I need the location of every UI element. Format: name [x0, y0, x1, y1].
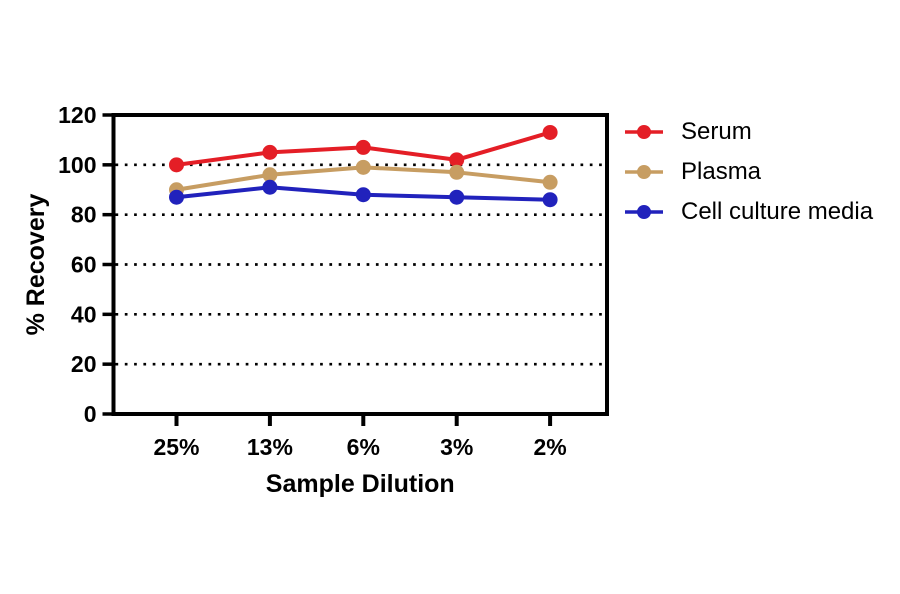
y-tick-label: 40: [71, 301, 97, 327]
data-point-plasma: [355, 159, 371, 175]
y-tick-label: 20: [71, 351, 97, 377]
plasma-line-marker-icon: [625, 164, 663, 179]
legend-item-plasma: Plasma: [624, 158, 873, 185]
x-tick-label: 25%: [153, 434, 199, 460]
data-point-plasma: [542, 174, 558, 190]
y-tick-label: 60: [71, 252, 97, 278]
x-tick-label: 2%: [533, 434, 566, 460]
data-point-serum: [542, 124, 558, 140]
x-axis-title: Sample Dilution: [266, 470, 455, 498]
serum-line-marker-icon: [625, 124, 663, 139]
y-axis-title: % Recovery: [22, 194, 50, 336]
data-point-cell-culture-media: [169, 189, 184, 205]
y-tick-label: 0: [84, 401, 97, 427]
x-tick-label: 3%: [440, 434, 473, 460]
data-point-serum: [169, 157, 184, 173]
legend-item-cell-culture-media: Cell culture media: [624, 198, 873, 225]
chart-legend: Serum Plasma Cell culture media: [624, 118, 873, 225]
y-tick-label: 120: [58, 102, 96, 128]
y-tick-label: 80: [71, 202, 97, 228]
data-point-cell-culture-media: [449, 189, 465, 205]
y-tick-label: 100: [58, 152, 96, 178]
x-tick-label: 6%: [347, 434, 380, 460]
data-point-serum: [449, 152, 465, 168]
data-point-plasma: [262, 167, 278, 183]
plot-frame: [111, 113, 609, 416]
data-point-serum: [262, 144, 278, 160]
legend-label-serum: Serum: [681, 117, 752, 145]
data-point-plasma: [449, 164, 465, 180]
data-point-cell-culture-media: [542, 192, 558, 208]
legend-label-plasma: Plasma: [681, 157, 762, 185]
data-point-cell-culture-media: [355, 187, 371, 203]
data-point-cell-culture-media: [262, 179, 278, 195]
legend-item-serum: Serum: [624, 118, 873, 145]
data-point-serum: [355, 139, 371, 155]
cell-culture-media-line-marker-icon: [625, 204, 663, 219]
x-tick-label: 13%: [247, 434, 293, 460]
legend-label-cell-culture-media: Cell culture media: [681, 197, 874, 225]
